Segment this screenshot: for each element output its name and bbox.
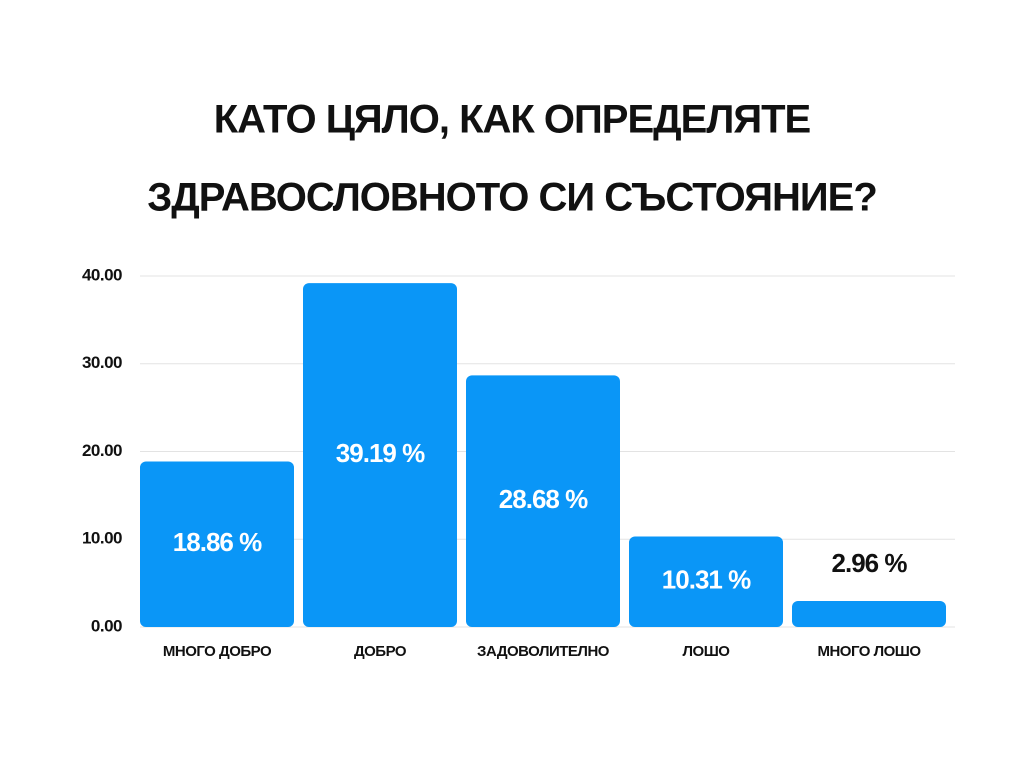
x-tick-label: ЛОШО bbox=[683, 643, 731, 660]
chart-title: КАТО ЦЯЛО, КАК ОПРЕДЕЛЯТЕ bbox=[214, 98, 811, 142]
bar bbox=[466, 375, 620, 627]
value-label: 28.68 % bbox=[499, 484, 588, 514]
bar bbox=[629, 536, 783, 627]
y-tick-label: 20.00 bbox=[82, 441, 122, 460]
chart-title: ЗДРАВОСЛОВНОТО СИ СЪСТОЯНИЕ? bbox=[147, 176, 877, 220]
y-tick-label: 30.00 bbox=[82, 353, 122, 372]
y-tick-label: 40.00 bbox=[82, 265, 122, 284]
x-tick-label: МНОГО ЛОШО bbox=[817, 643, 921, 660]
x-tick-label: ЗАДОВОЛИТЕЛНО bbox=[477, 643, 610, 660]
x-tick-label: МНОГО ДОБРО bbox=[163, 643, 272, 660]
bar bbox=[303, 283, 457, 627]
bar bbox=[792, 601, 946, 627]
x-tick-label: ДОБРО bbox=[354, 643, 407, 660]
bar bbox=[140, 461, 294, 627]
value-label: 10.31 % bbox=[662, 565, 751, 595]
y-tick-label: 0.00 bbox=[91, 616, 122, 635]
value-label: 39.19 % bbox=[336, 438, 425, 468]
y-tick-label: 10.00 bbox=[82, 529, 122, 548]
value-label: 18.86 % bbox=[173, 527, 262, 557]
value-label: 2.96 % bbox=[832, 548, 908, 578]
